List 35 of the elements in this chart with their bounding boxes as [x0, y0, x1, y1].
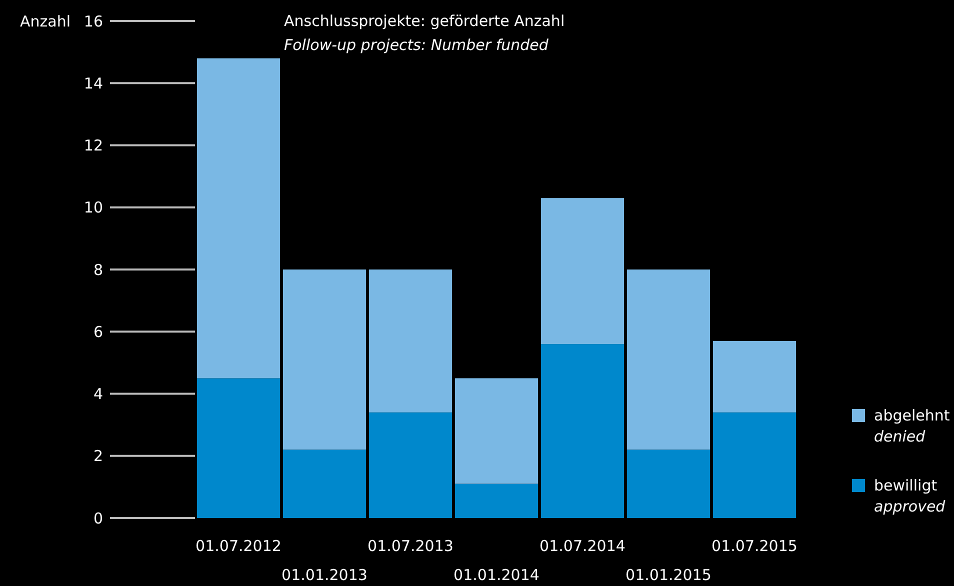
x-tick-label: 01.07.2013 [368, 537, 454, 555]
y-tick-label: 8 [93, 260, 103, 279]
text: Follow-up projects: Number funded [284, 36, 549, 54]
y-tick-label: 16 [84, 12, 103, 30]
bar [197, 58, 280, 378]
bar [627, 450, 710, 518]
legend-label: abgelehnt denied [874, 406, 950, 446]
bar [455, 378, 538, 484]
legend-label: bewilligt approved [874, 476, 946, 516]
bar [541, 344, 624, 518]
chart-title: Anschlussprojekte: geförderte Anzahl [284, 12, 565, 30]
x-tick-label: 01.07.2015 [712, 537, 798, 555]
y-axis-title: Anzahl [20, 12, 71, 30]
bar [541, 198, 624, 344]
bar [627, 270, 710, 450]
bar [369, 412, 452, 518]
x-tick-label: 01.01.2013 [282, 566, 368, 584]
x-tick-label: 01.07.2014 [540, 537, 626, 555]
bar [283, 270, 366, 450]
y-tick-label: 10 [84, 198, 103, 217]
bar [455, 484, 538, 518]
y-tick-label: 4 [93, 385, 103, 403]
x-tick-label: 01.01.2015 [626, 566, 712, 584]
bar [369, 270, 452, 412]
y-tick-label: 14 [84, 74, 103, 92]
y-tick-label: 0 [93, 509, 103, 528]
y-tick-label: 6 [93, 322, 103, 341]
x-tick-label: 01.01.2014 [454, 566, 540, 584]
y-tick-label: 12 [84, 136, 103, 154]
bar [283, 450, 366, 518]
bar [713, 340, 796, 412]
x-tick-label: 01.07.2012 [196, 537, 282, 555]
y-tick-label: 2 [93, 447, 103, 466]
bar [713, 412, 796, 518]
bar [197, 378, 280, 518]
